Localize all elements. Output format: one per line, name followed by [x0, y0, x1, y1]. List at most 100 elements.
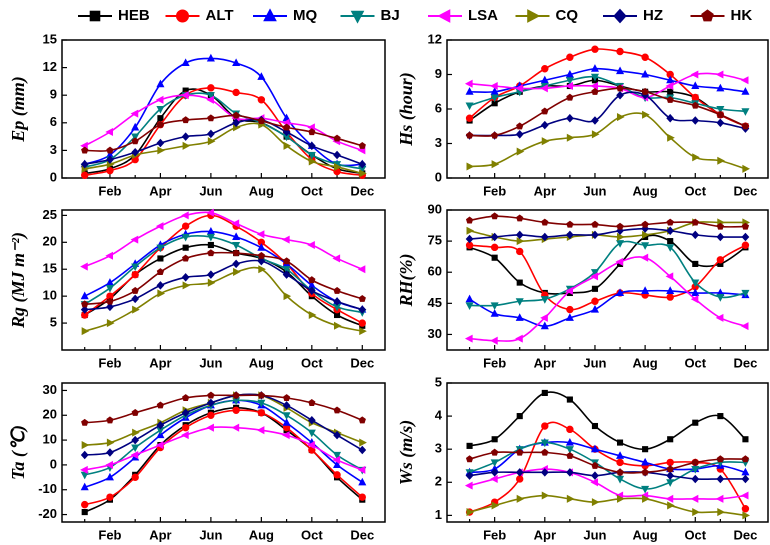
- y-tick-label: 12: [428, 31, 442, 46]
- marker: [80, 262, 88, 271]
- y-axis-label: Ta (℃): [8, 425, 29, 480]
- marker: [282, 412, 291, 420]
- marker: [616, 222, 624, 230]
- marker: [616, 288, 625, 297]
- marker: [566, 396, 573, 403]
- marker: [666, 226, 675, 236]
- x-tick-label: Jun: [583, 355, 606, 370]
- marker: [566, 53, 574, 61]
- plot-frame: [446, 382, 769, 523]
- x-tick-label: Apr: [149, 355, 171, 370]
- marker: [257, 243, 266, 251]
- marker: [232, 259, 240, 269]
- marker: [207, 137, 216, 146]
- marker: [105, 472, 114, 481]
- marker: [565, 77, 574, 85]
- marker: [131, 286, 139, 294]
- y-tick-label: 0: [50, 456, 57, 471]
- marker: [80, 482, 89, 491]
- marker: [257, 251, 265, 259]
- marker: [666, 293, 674, 301]
- marker: [692, 260, 699, 267]
- marker: [540, 313, 548, 322]
- marker: [641, 69, 650, 78]
- marker: [332, 254, 341, 263]
- marker: [591, 45, 599, 53]
- marker: [591, 297, 599, 305]
- y-tick-label: 20: [43, 407, 57, 422]
- marker: [616, 113, 625, 122]
- marker: [232, 88, 240, 97]
- marker: [516, 413, 523, 420]
- marker: [232, 406, 240, 415]
- marker: [717, 508, 725, 517]
- marker: [307, 240, 315, 250]
- marker: [333, 286, 341, 294]
- plot-frame: [61, 382, 386, 523]
- marker: [81, 171, 89, 179]
- marker: [667, 436, 674, 443]
- y-tick-label: 12: [43, 59, 57, 74]
- marker: [740, 491, 749, 500]
- x-tick-label: Feb: [98, 527, 121, 542]
- marker: [105, 127, 114, 137]
- marker: [131, 294, 140, 304]
- marker: [591, 285, 599, 292]
- series-line: [469, 227, 746, 240]
- marker: [515, 230, 524, 240]
- marker: [590, 81, 599, 91]
- marker: [333, 460, 342, 468]
- marker: [566, 93, 574, 101]
- marker: [716, 232, 725, 242]
- marker: [106, 438, 115, 447]
- marker: [131, 137, 139, 145]
- marker: [333, 430, 341, 440]
- marker: [716, 110, 724, 118]
- x-tick-label: Oct: [684, 183, 706, 198]
- marker: [516, 475, 524, 483]
- x-tick-label: Oct: [301, 183, 323, 198]
- x-tick-label: Feb: [483, 527, 506, 542]
- marker: [282, 401, 291, 410]
- marker: [515, 130, 524, 139]
- marker: [357, 265, 366, 274]
- marker: [156, 420, 165, 430]
- marker: [207, 278, 216, 287]
- marker: [666, 471, 675, 480]
- marker: [156, 281, 165, 290]
- marker: [156, 138, 165, 148]
- marker: [616, 468, 624, 476]
- marker: [491, 254, 498, 261]
- marker: [106, 166, 114, 175]
- marker: [591, 471, 599, 480]
- y-tick-label: 6: [435, 100, 442, 115]
- marker: [591, 422, 599, 430]
- marker: [616, 47, 624, 56]
- marker: [358, 416, 366, 424]
- marker: [616, 84, 624, 92]
- y-tick-label: 15: [43, 31, 57, 46]
- marker: [257, 256, 266, 266]
- marker: [641, 53, 649, 61]
- marker: [465, 87, 474, 95]
- y-tick-label: 9: [50, 87, 57, 102]
- marker: [616, 90, 624, 100]
- marker: [81, 441, 90, 450]
- marker: [540, 232, 549, 242]
- marker: [490, 309, 499, 317]
- marker: [490, 474, 498, 484]
- marker: [691, 288, 700, 297]
- marker: [740, 76, 749, 85]
- marker: [491, 436, 498, 443]
- marker: [491, 212, 499, 220]
- y-axis-label: Ep (mm): [8, 76, 29, 143]
- marker: [283, 141, 292, 150]
- marker: [106, 448, 114, 457]
- marker: [541, 218, 549, 226]
- marker: [307, 441, 315, 450]
- marker: [231, 219, 240, 228]
- marker: [157, 146, 166, 155]
- marker: [491, 448, 499, 456]
- marker: [359, 327, 367, 336]
